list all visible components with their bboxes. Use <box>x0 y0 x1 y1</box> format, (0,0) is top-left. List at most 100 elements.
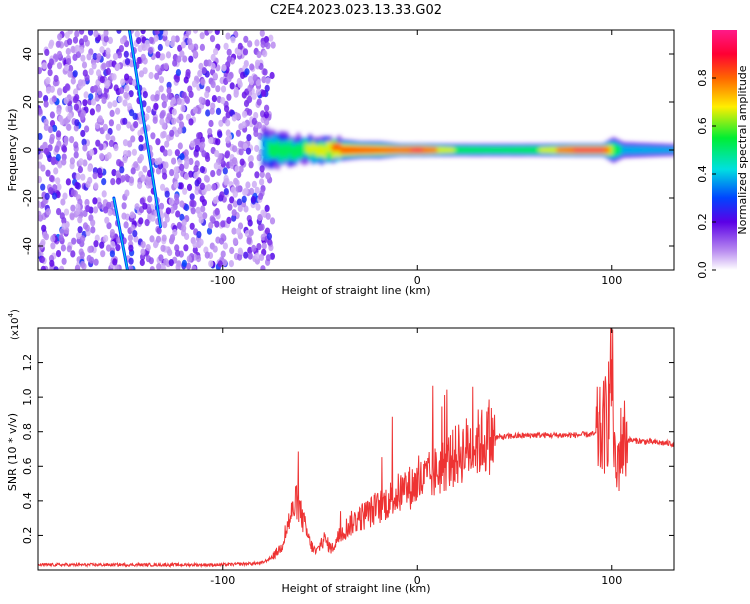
noise-cell <box>133 235 139 243</box>
noise-cell <box>56 107 62 115</box>
y-tick-label: 0.8 <box>21 423 34 441</box>
noise-cell <box>222 259 228 267</box>
noise-cell <box>230 36 236 44</box>
noise-cell <box>72 36 79 44</box>
noise-cell <box>51 95 57 103</box>
noise-cell <box>69 136 75 144</box>
noise-cell <box>179 50 185 58</box>
noise-region <box>38 30 276 270</box>
noise-cell <box>66 123 72 131</box>
noise-cell <box>150 214 156 222</box>
noise-cell <box>264 84 270 92</box>
noise-cell <box>226 55 232 63</box>
noise-cell <box>61 158 67 166</box>
noise-cell <box>73 141 79 149</box>
x-tick-label: -100 <box>210 274 235 287</box>
band-cell <box>533 146 537 154</box>
band-cell <box>658 147 662 154</box>
noise-cell <box>179 153 185 161</box>
noise-cell <box>74 44 80 53</box>
band-cell <box>261 136 266 160</box>
noise-cell <box>128 90 134 98</box>
noise-cell <box>157 157 163 165</box>
band-cell <box>632 146 636 154</box>
noise-cell <box>138 70 144 78</box>
band-cell <box>518 146 522 154</box>
noise-cell <box>196 132 202 140</box>
noise-cell <box>99 241 105 249</box>
snr-scale-exponent: 4 <box>7 312 15 317</box>
y-tick-label: 0.2 <box>21 527 34 545</box>
noise-cell <box>66 58 72 66</box>
noise-cell <box>104 81 110 89</box>
noise-cell <box>198 96 204 104</box>
band-cell <box>617 146 622 154</box>
band-cell <box>290 146 295 161</box>
band-cell <box>553 147 557 153</box>
noise-cell <box>204 91 210 99</box>
band-cell <box>346 146 350 154</box>
noise-cell <box>213 162 219 170</box>
noise-cell <box>224 105 230 113</box>
band-cell <box>270 143 274 158</box>
noise-cell <box>53 167 59 175</box>
noise-cell <box>103 206 109 214</box>
noise-cell <box>197 69 203 78</box>
noise-cell <box>184 159 190 167</box>
band-cell <box>314 144 318 155</box>
noise-cell <box>91 62 97 70</box>
noise-cell <box>239 158 245 166</box>
noise-cell <box>124 73 130 81</box>
noise-cell <box>213 48 219 56</box>
noise-cell <box>265 254 272 262</box>
noise-cell <box>211 95 217 103</box>
y-tick-label: 40 <box>21 47 34 61</box>
noise-cell <box>152 116 158 124</box>
noise-cell <box>140 53 146 61</box>
band-cell <box>375 146 379 154</box>
band-cell <box>299 145 304 159</box>
noise-cell <box>212 72 218 80</box>
noise-cell <box>90 98 97 106</box>
band-cell <box>486 147 490 153</box>
noise-cell <box>201 150 207 158</box>
noise-cell <box>57 161 63 169</box>
noise-cell <box>43 95 49 103</box>
band-cell <box>422 147 426 153</box>
noise-cell <box>124 189 130 197</box>
noise-cell <box>214 30 220 35</box>
noise-cell <box>73 88 79 96</box>
noise-cell <box>93 30 99 38</box>
band-cell <box>521 146 525 154</box>
noise-cell <box>171 108 177 116</box>
noise-cell <box>256 51 262 59</box>
noise-cell <box>70 204 76 212</box>
noise-cell <box>157 33 163 41</box>
noise-cell <box>200 205 206 213</box>
band-cell <box>337 147 341 158</box>
noise-cell <box>186 30 192 36</box>
noise-cell <box>177 127 183 135</box>
noise-cell <box>208 119 214 128</box>
noise-cell <box>254 171 260 179</box>
noise-cell <box>251 117 257 125</box>
band-cell <box>267 141 271 156</box>
band-cell <box>401 147 406 153</box>
noise-cell <box>212 196 218 205</box>
noise-cell <box>216 168 222 176</box>
band-cell <box>661 147 665 153</box>
noise-cell <box>210 53 216 62</box>
noise-cell <box>52 184 58 192</box>
noise-cell <box>77 79 84 87</box>
noise-cell <box>52 192 58 200</box>
noise-cell <box>205 109 211 117</box>
band-cell <box>372 146 376 154</box>
noise-cell <box>165 207 171 215</box>
band-cell <box>460 146 464 154</box>
noise-cell <box>264 104 270 112</box>
noise-cell <box>157 43 163 52</box>
noise-cell <box>111 169 117 177</box>
noise-cell <box>115 123 122 131</box>
noise-cell <box>78 158 84 166</box>
noise-cell <box>169 169 175 177</box>
